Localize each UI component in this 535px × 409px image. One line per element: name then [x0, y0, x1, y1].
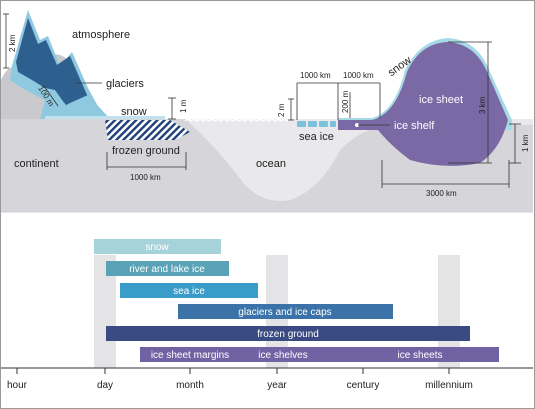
snow-depth-scale: 1 m	[179, 99, 188, 113]
ice-sheet-body	[338, 42, 508, 166]
tick-label-millennium: millennium	[425, 380, 473, 391]
ice-sheet-label: ice sheet	[419, 94, 463, 106]
time-axis-ticks: hour day month year century millennium	[7, 368, 473, 391]
bar-label-ice-sheet-margins: ice sheet margins	[151, 350, 229, 361]
tick-label-hour: hour	[7, 380, 28, 391]
sea-ice-floes	[297, 121, 336, 127]
ice-shelf-label: ice shelf	[394, 120, 435, 132]
sea-ice-thickness-scale: 2 m	[277, 103, 286, 117]
continent-label: continent	[14, 158, 59, 170]
atmosphere-label: atmosphere	[72, 29, 130, 41]
bar-label-sea-ice: sea ice	[173, 286, 205, 297]
sea-ice-label: sea ice	[299, 131, 334, 143]
frozen-ground-hatch	[105, 120, 190, 140]
ice-shelf-marker	[355, 123, 359, 127]
snow-left-label: snow	[121, 106, 147, 118]
timescale-chart: snow river and lake ice sea ice glaciers an…	[1, 239, 533, 391]
frozen-ground-width-scale: 1000 km	[130, 173, 161, 182]
tick-label-year: year	[267, 380, 287, 391]
bar-label-river-and-lake-ice: river and lake ice	[129, 264, 205, 275]
bar-sea-ice	[120, 283, 258, 298]
shelf-width-scale: 1000 km	[343, 71, 374, 80]
frozen-ground-label: frozen ground	[112, 145, 180, 157]
ocean-surface-waves	[184, 118, 294, 123]
snow-layer	[45, 116, 165, 119]
glacier-tongue	[45, 95, 110, 119]
cross-section-diagram	[1, 10, 533, 212]
bar-river-and-lake-ice	[106, 261, 229, 276]
sheet-width-scale: 3000 km	[426, 189, 457, 198]
ocean-label: ocean	[256, 158, 286, 170]
shelf-thickness-scale: 200 m	[341, 90, 350, 113]
bar-label-snow: snow	[145, 242, 169, 253]
bar-frozen-ground	[106, 326, 470, 341]
sheet-height-scale: 3 km	[478, 96, 487, 114]
bar-label-ice-shelves: ice shelves	[258, 350, 307, 361]
tick-label-day: day	[97, 380, 113, 391]
bar-label-ice-sheets: ice sheets	[397, 350, 442, 361]
mountain-height-scale: 2 km	[8, 34, 17, 52]
bar-ice-sheet-margins	[140, 347, 499, 362]
timescale-bars: snow river and lake ice sea ice glaciers an…	[94, 239, 499, 362]
glaciers-label: glaciers	[106, 78, 144, 90]
sea-ice-width-scale: 1000 km	[300, 71, 331, 80]
bar-glaciers-and-ice-caps	[178, 304, 393, 319]
bar-label-glaciers-and-ice-caps: glaciers and ice caps	[238, 307, 331, 318]
tick-label-month: month	[176, 380, 204, 391]
glacier-mountain-core	[16, 18, 92, 110]
scale-markers	[3, 13, 521, 188]
bar-label-frozen-ground: frozen ground	[257, 329, 319, 340]
bar-snow	[94, 239, 221, 254]
sheet-base-scale: 1 km	[521, 134, 530, 152]
tick-label-century: century	[347, 380, 380, 391]
